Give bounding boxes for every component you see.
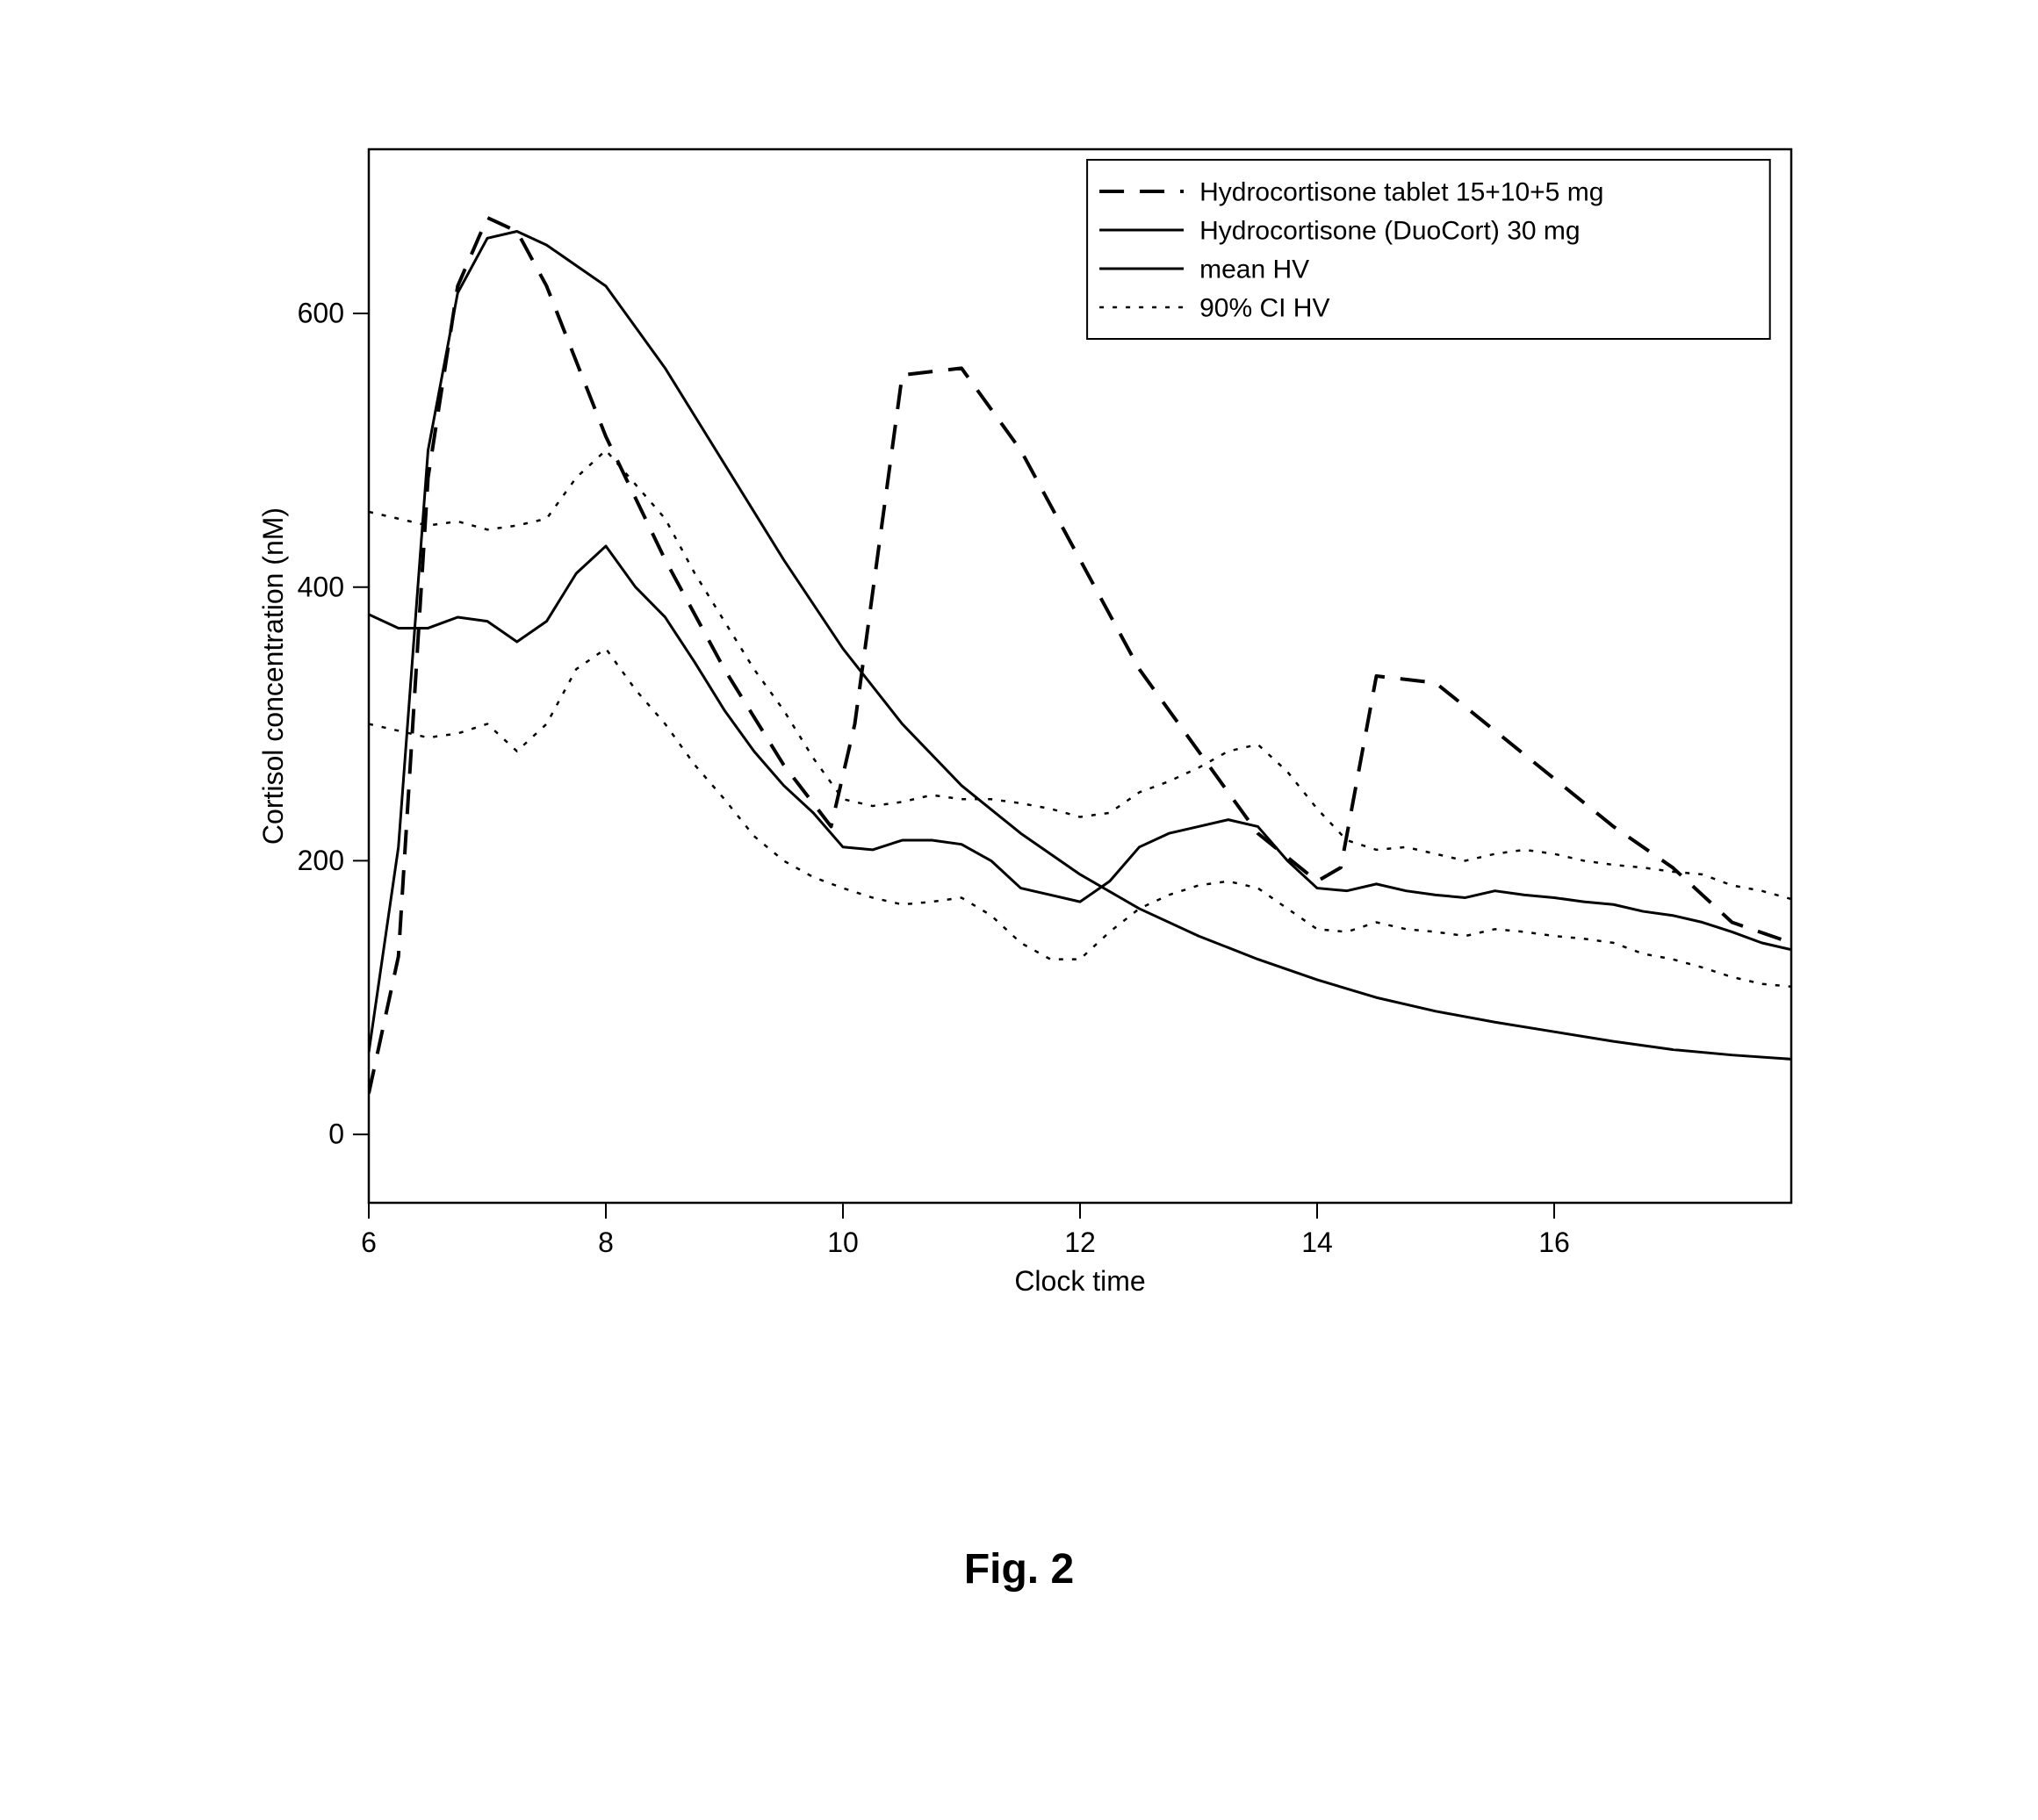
svg-text:Hydrocortisone tablet 15+10+5: Hydrocortisone tablet 15+10+5 mg [1199,178,1603,207]
svg-text:Cortisol concentration (nM): Cortisol concentration (nM) [257,507,289,845]
svg-text:0: 0 [328,1119,344,1150]
svg-text:90% CI HV: 90% CI HV [1199,294,1329,323]
svg-text:mean HV: mean HV [1199,255,1309,284]
svg-text:16: 16 [1538,1227,1570,1258]
series-ci_upper [369,450,1791,899]
svg-text:400: 400 [298,571,344,602]
svg-text:10: 10 [827,1227,859,1258]
series-tablet [369,218,1791,1093]
series-mean_hv [369,546,1791,950]
figure-caption: Fig. 2 [0,1545,2038,1593]
svg-text:6: 6 [361,1227,377,1258]
svg-text:600: 600 [298,298,344,329]
svg-text:8: 8 [598,1227,614,1258]
series-duocort [369,232,1791,1060]
svg-text:12: 12 [1064,1227,1096,1258]
svg-text:14: 14 [1301,1227,1333,1258]
svg-text:Hydrocortisone (DuoCort) 30 mg: Hydrocortisone (DuoCort) 30 mg [1199,217,1581,246]
cortisol-concentration-chart: 6 8 10 12 14 16 0 200 400 600 Clock time Cortisol c… [246,132,1809,1317]
svg-text:200: 200 [298,845,344,876]
svg-text:Clock time: Clock time [1014,1265,1145,1297]
